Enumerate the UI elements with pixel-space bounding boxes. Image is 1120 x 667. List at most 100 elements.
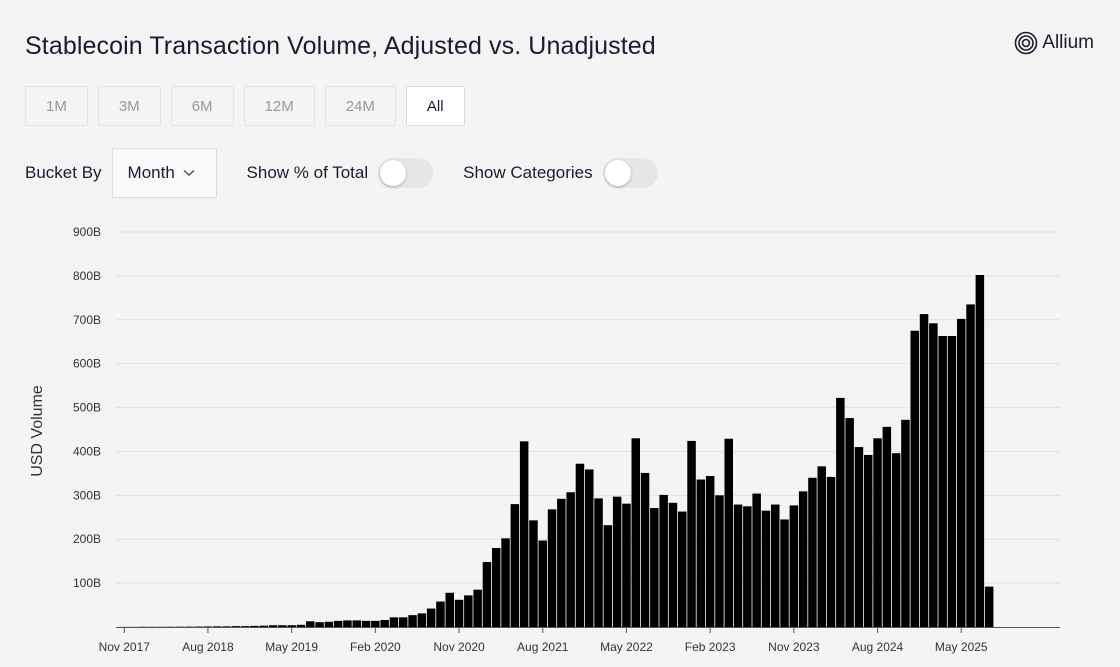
bar[interactable] bbox=[826, 476, 836, 627]
bar[interactable] bbox=[343, 620, 352, 627]
bar[interactable] bbox=[315, 622, 324, 627]
bar[interactable] bbox=[612, 496, 622, 627]
bar[interactable] bbox=[213, 626, 222, 627]
bar[interactable] bbox=[659, 494, 668, 627]
bar[interactable] bbox=[817, 466, 827, 627]
bar[interactable] bbox=[705, 476, 715, 627]
show-categories-toggle[interactable] bbox=[602, 158, 658, 188]
bar[interactable] bbox=[947, 336, 957, 627]
bar[interactable] bbox=[975, 275, 985, 627]
bar[interactable] bbox=[650, 508, 659, 627]
bar[interactable] bbox=[436, 601, 445, 627]
chart-y-axis: 100B 200B 300B 400B 500B 600B 700B 800B 900B bbox=[73, 225, 101, 590]
range-button-all[interactable]: All bbox=[405, 86, 465, 126]
bar[interactable] bbox=[324, 621, 334, 627]
bar[interactable] bbox=[380, 619, 389, 627]
bar[interactable] bbox=[873, 438, 882, 627]
bar[interactable] bbox=[417, 613, 427, 627]
bar[interactable] bbox=[901, 419, 910, 627]
range-button-1m[interactable]: 1M bbox=[25, 86, 88, 126]
bar[interactable] bbox=[231, 626, 241, 627]
bar[interactable] bbox=[287, 625, 296, 627]
bar[interactable] bbox=[724, 438, 734, 627]
show-percent-toggle[interactable] bbox=[378, 158, 434, 188]
bar[interactable] bbox=[808, 477, 817, 627]
bar[interactable] bbox=[557, 498, 566, 627]
bar[interactable] bbox=[640, 472, 650, 627]
bar[interactable] bbox=[529, 520, 538, 627]
bar[interactable] bbox=[482, 562, 492, 627]
bar[interactable] bbox=[278, 625, 287, 627]
bar[interactable] bbox=[668, 502, 678, 627]
bar[interactable] bbox=[743, 506, 752, 627]
range-button-6m[interactable]: 6M bbox=[170, 86, 234, 126]
bucket-by-label: Bucket By bbox=[25, 163, 102, 182]
bar[interactable] bbox=[854, 447, 864, 627]
bar[interactable] bbox=[473, 589, 482, 627]
bar[interactable] bbox=[938, 336, 947, 627]
bar[interactable] bbox=[864, 454, 873, 627]
bar[interactable] bbox=[222, 626, 231, 627]
bar[interactable] bbox=[296, 624, 306, 627]
bar[interactable] bbox=[929, 323, 938, 627]
bar[interactable] bbox=[426, 608, 436, 627]
bar[interactable] bbox=[631, 438, 641, 627]
bar[interactable] bbox=[984, 586, 994, 627]
bucket-by-select[interactable]: Month bbox=[111, 148, 217, 198]
range-button-3m[interactable]: 3M bbox=[97, 86, 161, 126]
bar[interactable] bbox=[519, 441, 529, 627]
bar[interactable] bbox=[510, 504, 520, 627]
bar[interactable] bbox=[733, 504, 743, 627]
bar[interactable] bbox=[696, 479, 706, 627]
bar[interactable] bbox=[882, 426, 892, 627]
bar[interactable] bbox=[399, 617, 408, 627]
bar[interactable] bbox=[408, 615, 417, 627]
bar[interactable] bbox=[780, 519, 789, 627]
bar[interactable] bbox=[454, 599, 464, 627]
bar[interactable] bbox=[250, 625, 259, 627]
bar[interactable] bbox=[259, 625, 269, 627]
range-button-24m[interactable]: 24M bbox=[324, 86, 396, 126]
bar[interactable] bbox=[585, 469, 594, 627]
bar[interactable] bbox=[798, 491, 808, 627]
bar[interactable] bbox=[678, 511, 687, 627]
bar[interactable] bbox=[603, 525, 613, 627]
bar[interactable] bbox=[203, 626, 213, 627]
bar[interactable] bbox=[957, 318, 966, 627]
bar[interactable] bbox=[538, 540, 548, 627]
bar[interactable] bbox=[464, 595, 473, 627]
brand-logo[interactable]: Allium bbox=[1014, 31, 1094, 55]
bar[interactable] bbox=[501, 538, 510, 627]
bar[interactable] bbox=[687, 440, 696, 627]
bar[interactable] bbox=[361, 620, 371, 627]
bar[interactable] bbox=[306, 621, 315, 627]
bar[interactable] bbox=[891, 453, 901, 627]
bar[interactable] bbox=[575, 463, 585, 627]
bar[interactable] bbox=[566, 492, 575, 627]
bar[interactable] bbox=[492, 548, 501, 627]
bar[interactable] bbox=[268, 625, 278, 627]
bar[interactable] bbox=[445, 592, 455, 627]
x-tick-label: Feb 2020 bbox=[350, 640, 401, 654]
bar[interactable] bbox=[371, 620, 380, 627]
bar[interactable] bbox=[761, 510, 771, 627]
bar[interactable] bbox=[389, 617, 399, 627]
bar[interactable] bbox=[836, 397, 845, 627]
bar[interactable] bbox=[910, 330, 920, 627]
x-tick-label: May 2022 bbox=[600, 640, 653, 654]
allium-logo-icon bbox=[1014, 31, 1038, 55]
bar[interactable] bbox=[240, 626, 250, 627]
bar[interactable] bbox=[594, 498, 603, 627]
bar[interactable] bbox=[622, 503, 631, 627]
range-button-12m[interactable]: 12M bbox=[243, 86, 315, 126]
bar[interactable] bbox=[789, 505, 799, 627]
bar[interactable] bbox=[919, 314, 929, 627]
bar[interactable] bbox=[547, 509, 557, 627]
bar[interactable] bbox=[333, 620, 343, 627]
bar[interactable] bbox=[771, 504, 780, 627]
bar[interactable] bbox=[352, 620, 362, 627]
bar[interactable] bbox=[845, 418, 854, 627]
bar[interactable] bbox=[715, 495, 724, 627]
bar[interactable] bbox=[966, 304, 975, 627]
bar[interactable] bbox=[752, 493, 761, 627]
